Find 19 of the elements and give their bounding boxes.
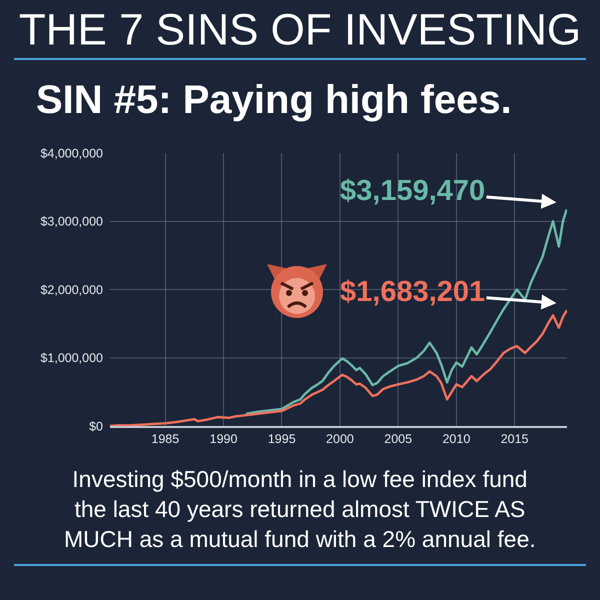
y-tick-label: $1,000,000 (40, 351, 104, 366)
annotation: $3,159,470 (340, 175, 486, 207)
x-tick-label: 1990 (210, 432, 238, 446)
y-tick-label: $3,000,000 (40, 214, 104, 229)
line-series (110, 310, 567, 426)
x-tick-label: 2005 (384, 432, 412, 446)
text: Investing $500/month in a low fee index fund the last 40 years returned almost TWICE AS MUCH as a mutual fund with a 2% annual fee. (64, 466, 536, 552)
x-tick-label: 2015 (500, 432, 529, 446)
x-tick-label: 1995 (268, 432, 296, 446)
y-tick-label: $2,000,000 (40, 282, 104, 297)
x-tick-label: 2010 (442, 432, 470, 446)
chart-subtitle: SIN #5: Paying high fees. (36, 78, 512, 122)
y-tick-label: $4,000,000 (40, 146, 104, 160)
chart-title: THE 7 SINS OF INVESTING (18, 5, 582, 54)
annotation: $1,683,201 (340, 276, 486, 308)
line-series (246, 209, 567, 415)
x-tick-label: 2000 (326, 432, 354, 446)
y-tick-label: $0 (89, 419, 104, 434)
x-tick-label: 1985 (151, 432, 180, 446)
